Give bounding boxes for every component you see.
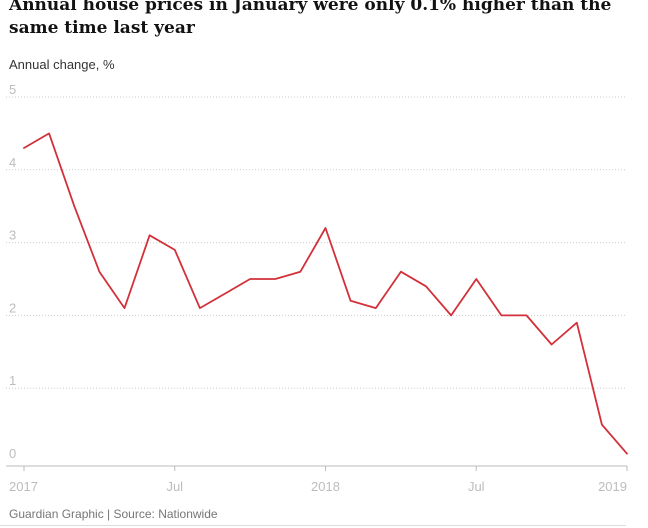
data-point (398, 269, 404, 275)
data-point (96, 269, 102, 275)
data-point (524, 312, 530, 318)
data-point (122, 305, 128, 311)
y-tick-label: 3 (9, 228, 16, 243)
data-point (423, 283, 429, 289)
data-point (599, 422, 605, 428)
y-tick-label: 0 (9, 446, 16, 461)
data-point (297, 269, 303, 275)
data-point (46, 130, 52, 136)
data-point (71, 203, 77, 209)
data-point (247, 276, 253, 282)
y-tick-label: 5 (9, 82, 16, 97)
data-point (373, 305, 379, 311)
series (21, 130, 630, 457)
y-tick-labels: 0 1 2 3 4 5 (9, 82, 16, 461)
data-point (473, 276, 479, 282)
data-point (448, 312, 454, 318)
data-point (21, 145, 27, 151)
x-tick-label: 2019 (598, 479, 627, 494)
x-tick-label: Jul (468, 479, 485, 494)
data-point (197, 305, 203, 311)
y-axis-label: Annual change, % (9, 57, 115, 72)
series-line (23, 132, 628, 455)
x-axis: 2017 Jul 2018 Jul 2019 (6, 465, 628, 494)
x-tick-label: 2017 (9, 479, 38, 494)
data-point (147, 232, 153, 238)
data-point (624, 451, 630, 457)
bottom-divider (0, 525, 626, 526)
data-point (272, 276, 278, 282)
x-tick-label: 2018 (311, 479, 340, 494)
data-point (549, 342, 555, 348)
data-point (323, 225, 329, 231)
data-point (574, 320, 580, 326)
source-note: Guardian Graphic | Source: Nationwide (9, 507, 218, 521)
x-tick-label: Jul (166, 479, 183, 494)
data-point (222, 291, 228, 297)
y-tick-label: 4 (9, 155, 16, 170)
y-tick-label: 1 (9, 373, 16, 388)
y-tick-label: 2 (9, 300, 16, 315)
data-point (498, 312, 504, 318)
data-point (172, 247, 178, 253)
data-point (348, 298, 354, 304)
chart-title: Annual house prices in January were only… (9, 0, 612, 38)
